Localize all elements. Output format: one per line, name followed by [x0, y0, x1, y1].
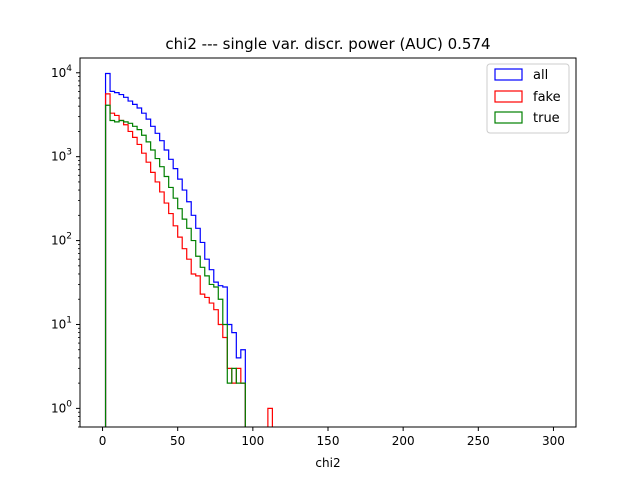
legend-label-fake: fake [533, 90, 561, 105]
series-layer [104, 72, 273, 427]
legend-swatch-fake [494, 90, 523, 103]
x-axis: 0 50 100 150 200 250 300 [99, 427, 565, 448]
x-axis-label: chi2 [315, 456, 340, 470]
x-tick-label: 300 [542, 434, 565, 448]
legend: all fake true [486, 63, 570, 134]
x-tick-label: 100 [241, 434, 264, 448]
legend-swatch-true [494, 111, 523, 124]
legend-frame [486, 63, 570, 134]
series-true-step [104, 104, 246, 427]
chart-title: chi2 --- single var. discr. power (AUC) … [165, 35, 490, 53]
series-all-step [104, 72, 246, 427]
y-tick-label: 103 [51, 148, 72, 164]
legend-label-true: true [533, 111, 560, 126]
series-fake-step [104, 93, 273, 427]
x-tick-label: 0 [99, 434, 107, 448]
x-tick-label: 250 [467, 434, 490, 448]
x-tick-label: 50 [170, 434, 185, 448]
y-axis: 100 101 102 103 104 [51, 64, 80, 428]
y-tick-label: 101 [51, 315, 72, 331]
y-tick-label: 102 [51, 232, 72, 248]
x-tick-label: 200 [392, 434, 415, 448]
x-tick-label: 150 [317, 434, 340, 448]
legend-label-all: all [533, 68, 548, 83]
y-tick-label: 104 [51, 64, 72, 80]
legend-swatch-all [494, 68, 523, 81]
y-tick-label: 100 [51, 399, 72, 415]
